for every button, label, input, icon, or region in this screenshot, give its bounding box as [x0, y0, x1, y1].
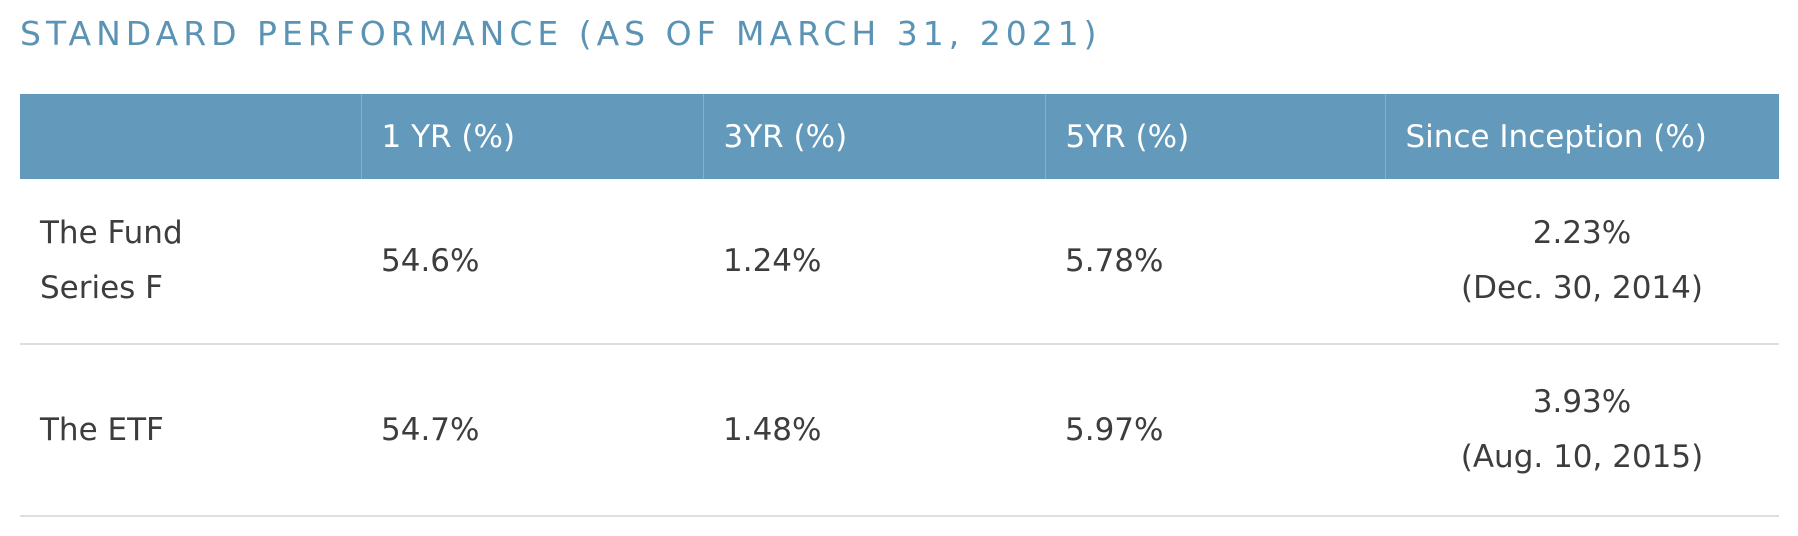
header-cell: 5YR (%) [1044, 94, 1385, 179]
row-name: The ETF [20, 344, 361, 517]
inception-cell: 3.93% (Aug. 10, 2015) [1385, 344, 1779, 517]
cell: 54.7% [361, 344, 703, 517]
header-cell [20, 94, 361, 179]
cell: 1.48% [703, 344, 1045, 517]
header-cell: Since Inception (%) [1384, 94, 1779, 179]
inception-cell: 2.23% (Dec. 30, 2014) [1385, 179, 1779, 345]
cell: 5.97% [1045, 344, 1385, 517]
header-cell: 3YR (%) [702, 94, 1045, 179]
title: STANDARD PERFORMANCE (AS OF MARCH 31, 20… [20, 14, 1102, 53]
row-name: The Fund Series F [20, 179, 361, 345]
cell: 54.6% [361, 179, 703, 345]
cell: 1.24% [703, 179, 1045, 345]
row: The Fund Series F 54.6% 1.24% 5.78% 2.23… [20, 179, 1779, 345]
row-name-text: The Fund Series F [40, 215, 183, 306]
performance-table: 1 YR (%) 3YR (%) 5YR (%) Since Inception… [20, 94, 1779, 517]
row: The ETF 54.7% 1.48% 5.97% 3.93% (Aug. 10,… [20, 344, 1779, 517]
inception-date: (Aug. 10, 2015) [1460, 439, 1704, 475]
inception-return: 2.23% [1532, 215, 1632, 251]
header-row: 1 YR (%) 3YR (%) 5YR (%) Since Inception… [20, 94, 1779, 179]
inception-date: (Dec. 30, 2014) [1461, 270, 1703, 306]
cell: 5.78% [1045, 179, 1385, 345]
header-cell: 1 YR (%) [360, 94, 703, 179]
inception-return: 3.93% [1532, 384, 1632, 420]
row-name-text: The ETF [40, 411, 164, 448]
